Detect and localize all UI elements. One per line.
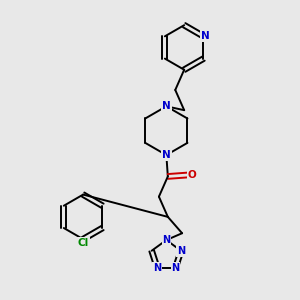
Text: N: N: [162, 150, 171, 160]
Text: N: N: [171, 263, 179, 273]
Text: N: N: [201, 31, 209, 41]
Text: N: N: [153, 263, 161, 273]
Text: N: N: [177, 246, 185, 256]
Text: Cl: Cl: [77, 238, 89, 248]
Text: N: N: [162, 101, 171, 111]
Text: N: N: [162, 235, 170, 245]
Text: O: O: [188, 170, 197, 180]
